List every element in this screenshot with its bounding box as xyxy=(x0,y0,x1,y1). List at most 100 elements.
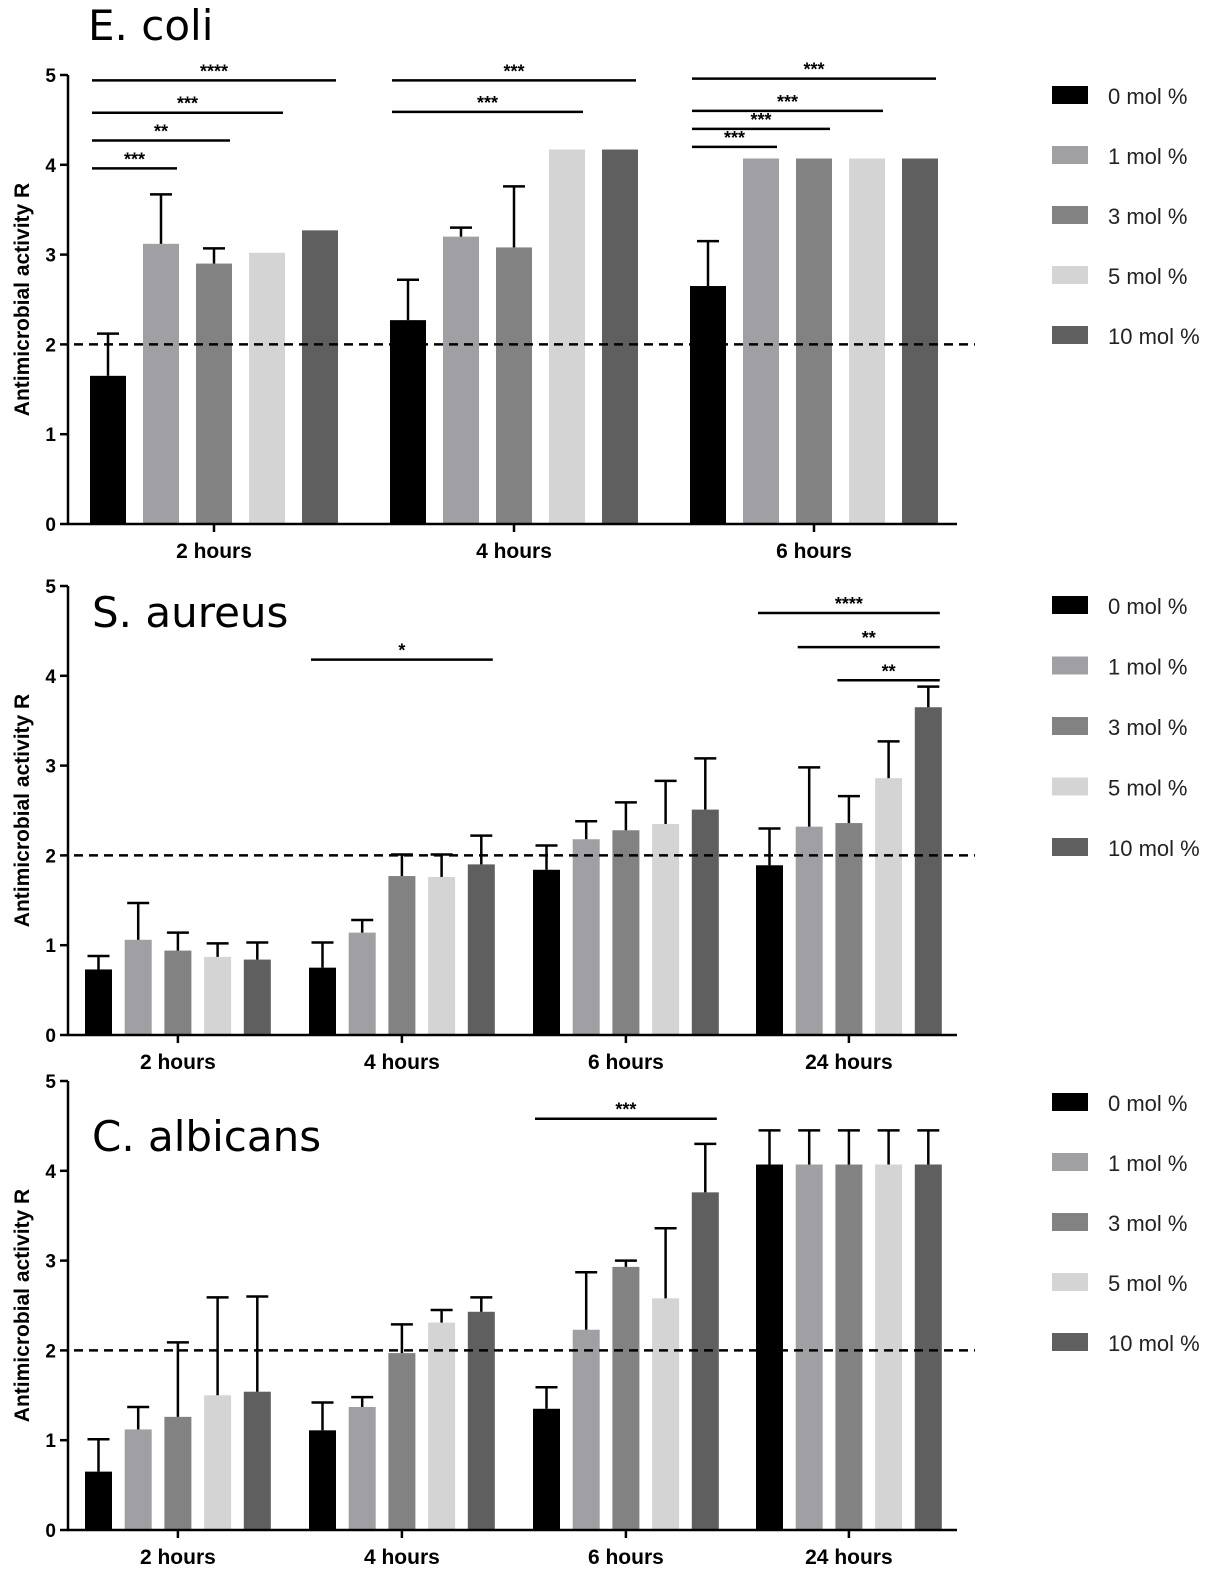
legend-label: 1 mol % xyxy=(1108,144,1187,169)
x-tick-label: 4 hours xyxy=(364,1546,440,1569)
x-tick-label: 2 hours xyxy=(140,1051,216,1074)
x-tick-label: 24 hours xyxy=(805,1546,893,1569)
legend-swatch xyxy=(1052,1273,1088,1291)
bar xyxy=(835,1164,863,1530)
bar xyxy=(428,876,456,1035)
bar xyxy=(302,230,338,524)
bar xyxy=(914,1164,942,1530)
legend-swatch xyxy=(1052,1213,1088,1231)
bar xyxy=(196,263,232,524)
significance-label: *** xyxy=(477,93,498,113)
legend-label: 1 mol % xyxy=(1108,1151,1187,1176)
significance-label: *** xyxy=(750,110,771,130)
bar xyxy=(143,243,179,524)
y-axis-label: Antimicrobial activity R xyxy=(11,183,34,416)
bar xyxy=(428,1322,456,1530)
x-tick-label: 2 hours xyxy=(140,1546,216,1569)
bar xyxy=(756,865,783,1035)
legend-label: 5 mol % xyxy=(1108,264,1187,289)
y-tick-label: 4 xyxy=(45,1162,56,1183)
bar xyxy=(249,252,285,524)
bar xyxy=(124,939,152,1035)
bar xyxy=(243,1391,271,1530)
legend-swatch xyxy=(1052,1093,1088,1111)
bar xyxy=(388,876,416,1035)
legend-label: 3 mol % xyxy=(1108,204,1187,229)
legend-swatch xyxy=(1052,1153,1088,1171)
chart-title: C. albicans xyxy=(92,1112,321,1161)
legend-swatch xyxy=(1052,838,1088,856)
y-tick-label: 1 xyxy=(45,425,56,446)
legend-label: 1 mol % xyxy=(1108,655,1187,680)
bar xyxy=(533,869,560,1035)
legend-label: 3 mol % xyxy=(1108,715,1187,740)
significance-label: ** xyxy=(882,661,896,681)
y-tick-label: 3 xyxy=(45,246,56,267)
bar xyxy=(467,1311,495,1530)
significance-label: *** xyxy=(803,60,824,80)
y-tick-label: 4 xyxy=(45,667,56,688)
legend-swatch xyxy=(1052,777,1088,796)
y-tick-label: 5 xyxy=(45,1072,56,1093)
bar xyxy=(795,826,823,1035)
y-tick-label: 5 xyxy=(45,577,56,598)
y-axis-label: Antimicrobial activity R xyxy=(11,1189,34,1422)
bar xyxy=(348,932,376,1035)
y-tick-label: 1 xyxy=(45,936,56,957)
legend-swatch xyxy=(1052,1333,1088,1351)
significance-label: *** xyxy=(177,94,198,114)
x-tick-label: 6 hours xyxy=(588,1546,664,1569)
legend-label: 5 mol % xyxy=(1108,1271,1187,1296)
legend-label: 5 mol % xyxy=(1108,776,1187,801)
legend-label: 0 mol % xyxy=(1108,84,1187,109)
chart-title: S. aureus xyxy=(92,588,288,637)
bar xyxy=(549,149,585,524)
chart-panel-2: C. albicans Antimicrobial activity R 0 1 2 3 4… xyxy=(11,1072,1200,1569)
bar xyxy=(602,149,638,524)
bar xyxy=(572,1329,600,1530)
bar xyxy=(612,1266,640,1530)
bar xyxy=(902,158,938,524)
significance-label: *** xyxy=(124,149,145,169)
bar xyxy=(164,950,192,1035)
bar xyxy=(533,1408,560,1530)
y-tick-label: 5 xyxy=(45,66,56,87)
x-tick-label: 6 hours xyxy=(776,540,852,563)
x-tick-label: 2 hours xyxy=(176,540,252,563)
significance-label: **** xyxy=(200,61,228,81)
legend-swatch xyxy=(1052,266,1088,284)
bar xyxy=(914,707,942,1035)
bar xyxy=(612,830,640,1035)
chart-panel-1: S. aureus Antimicrobial activity R 0 1 2 3 4 5 2… xyxy=(11,577,1200,1074)
legend-label: 10 mol % xyxy=(1108,1331,1200,1356)
legend-swatch xyxy=(1052,206,1088,224)
y-tick-label: 0 xyxy=(45,1521,56,1542)
y-tick-label: 0 xyxy=(45,515,56,536)
legend-swatch xyxy=(1052,86,1088,104)
bar xyxy=(204,1395,232,1530)
bar xyxy=(348,1406,376,1530)
bar xyxy=(204,956,232,1035)
y-axis-label: Antimicrobial activity R xyxy=(11,694,34,927)
bar xyxy=(849,158,885,524)
bar xyxy=(690,286,726,524)
y-tick-label: 3 xyxy=(45,1252,56,1273)
legend-swatch xyxy=(1052,596,1088,614)
bar xyxy=(652,1298,680,1530)
legend-swatch xyxy=(1052,326,1088,344)
legend-label: 3 mol % xyxy=(1108,1211,1187,1236)
y-tick-label: 2 xyxy=(45,335,56,356)
bar xyxy=(875,778,903,1035)
legend-label: 0 mol % xyxy=(1108,594,1187,619)
bar xyxy=(795,1164,823,1530)
chart-panel-0: E. coli Antimicrobial activity R 0 1 2 3 4 5 2 h… xyxy=(11,1,1200,563)
bar xyxy=(467,864,495,1035)
bar xyxy=(691,1192,719,1530)
significance-label: * xyxy=(398,641,405,661)
bar xyxy=(496,247,532,524)
significance-label: *** xyxy=(615,1100,636,1120)
y-tick-label: 1 xyxy=(45,1431,56,1452)
significance-label: ** xyxy=(154,122,168,142)
y-tick-label: 2 xyxy=(45,846,56,867)
